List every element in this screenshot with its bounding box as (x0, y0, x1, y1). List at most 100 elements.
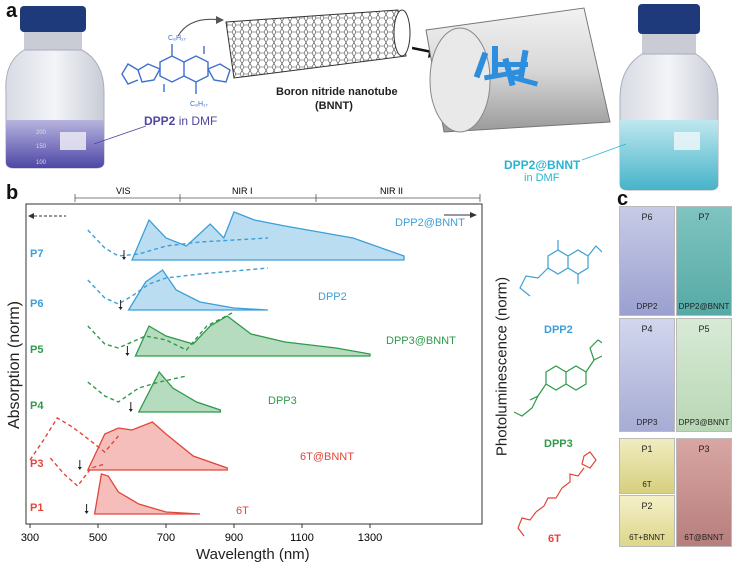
panel-a-letter: a (6, 0, 18, 22)
vial-bottom-label: DPP2 (636, 302, 658, 311)
pl-direction-arrow (444, 212, 477, 218)
vial-top-label: P6 (641, 212, 653, 222)
photoluminescence-curve (137, 370, 222, 413)
bnnt-tube-drawing (225, 9, 411, 79)
spectrum-label: DPP2@BNNT (395, 217, 465, 229)
region-vis: VIS (116, 186, 131, 196)
x-tick-label: 1300 (358, 532, 382, 544)
row-id-p6: P6 (30, 298, 44, 310)
molecule-6t-label: 6T (548, 533, 561, 545)
absorption-curve (49, 457, 105, 488)
plot-frame (25, 203, 483, 525)
x-tick-label: 900 (225, 532, 243, 544)
vial-bottom-label: 6T (642, 480, 652, 489)
absorption-curve (87, 375, 187, 403)
vial-p1: P1 6T (619, 438, 675, 494)
dpp2-bottle-image: 200 150 100 (5, 6, 105, 169)
row-id-p1: P1 (30, 502, 44, 514)
svg-text:100: 100 (36, 160, 47, 166)
row-id-p3: P3 (30, 458, 44, 470)
region-nir-2: NIR II (380, 186, 403, 196)
vial-bottom-label: 6T@BNNT (684, 533, 724, 542)
excitation-arrowhead (84, 511, 89, 514)
excitation-arrowhead (122, 257, 126, 260)
svg-text:C₈H₁₇: C₈H₁₇ (168, 35, 186, 42)
dpp2-label-leader-line (93, 125, 147, 145)
vial-p6: P6 DPP2 (619, 206, 675, 316)
spectrum-label: DPP3@BNNT (386, 335, 456, 347)
spectrum-p6: DPP2 (87, 267, 347, 311)
dpp2-bnnt-in-dmf-line2: in DMF (524, 172, 560, 184)
dpp2-molecule-drawing: C₈H₁₇ C₈H₁₇ (121, 16, 231, 108)
svg-text:150: 150 (36, 144, 47, 150)
photoluminescence-curve (127, 269, 269, 311)
spectrum-p5: DPP3@BNNT (87, 311, 456, 357)
row-id-p5: P5 (30, 344, 44, 356)
spectrum-label: 6T (236, 505, 249, 517)
dpp3-structure (513, 339, 602, 417)
excitation-arrowhead (125, 353, 130, 356)
dpp2-in-dmf-label: DPP2 in DMF (144, 114, 217, 128)
x-tick-label: 300 (21, 532, 39, 544)
vial-bottom-label: DPP3 (636, 418, 658, 427)
dpp2-bnnt-in-dmf-line1: DPP2@BNNT (504, 158, 581, 172)
dpp2-bnnt-bottle-image (619, 4, 719, 191)
bnnt-title: Boron nitride nanotube (276, 86, 398, 98)
photoluminescence-curve (93, 473, 201, 515)
absorption-curve (87, 311, 235, 351)
photoluminescence-curve (134, 315, 371, 357)
spectrum-label: 6T@BNNT (300, 451, 354, 463)
bnnt-abbrev: (BNNT) (315, 100, 353, 112)
row-id-p7: P7 (30, 248, 44, 260)
vial-top-label: P5 (698, 324, 710, 334)
molecule-column (513, 240, 602, 537)
6t-structure (517, 451, 597, 537)
molecule-dpp2-label: DPP2 (544, 324, 573, 336)
filled-bnnt-drawing (425, 7, 611, 133)
vial-p3: P3 6T@BNNT (676, 438, 732, 547)
panel-c-letter: c (617, 188, 629, 210)
spectrum-p3: 6T@BNNT (29, 417, 354, 471)
vial-top-label: P7 (698, 212, 710, 222)
vial-p2: P2 6T+BNNT (619, 495, 675, 547)
dpp2-label-rest: in DMF (175, 114, 218, 128)
vial-bottom-label: DPP2@BNNT (678, 302, 730, 311)
vial-p4: P4 DPP3 (619, 318, 675, 432)
vial-top-label: P1 (641, 444, 653, 454)
spectrum-label: DPP3 (268, 395, 297, 407)
photoluminescence-curve (131, 211, 405, 261)
vial-top-label: P3 (698, 444, 710, 454)
vial-top-label: P4 (641, 324, 653, 334)
absorption-direction-arrow (28, 213, 66, 219)
region-nir-1: NIR I (232, 186, 253, 196)
x-tick-label: 500 (89, 532, 107, 544)
vial-bottom-label: DPP3@BNNT (678, 418, 730, 427)
spectrum-p4: DPP3 (87, 370, 297, 413)
panel-b-letter: b (6, 182, 19, 204)
photoluminescence-curve (86, 421, 228, 471)
spectrum-p7: DPP2@BNNT (87, 211, 465, 261)
absorption-curve (29, 417, 119, 461)
vial-p7: P7 DPP2@BNNT (676, 206, 732, 316)
x-axis-label: Wavelength (nm) (196, 546, 310, 563)
excitation-arrowhead (118, 307, 123, 310)
vial-top-label: P2 (641, 501, 653, 511)
svg-text:200: 200 (36, 130, 47, 136)
x-tick-label: 1100 (290, 532, 314, 544)
dpp2-bnnt-leader-line (581, 143, 627, 161)
row-id-p4: P4 (30, 400, 44, 412)
vial-bottom-label: 6T+BNNT (629, 533, 665, 542)
spectrum-label: DPP2 (318, 291, 347, 303)
molecule-dpp3-label: DPP3 (544, 438, 573, 450)
vial-p5: P5 DPP3@BNNT (676, 318, 732, 432)
y-axis-label: Absorption (norm) (6, 300, 23, 430)
x-tick-label: 700 (157, 532, 175, 544)
dpp2-structure (519, 240, 602, 297)
excitation-arrowhead (128, 409, 133, 412)
excitation-arrowhead (77, 467, 82, 470)
spectrum-p1: 6T (49, 457, 249, 517)
dpp2-label-bold: DPP2 (144, 114, 176, 128)
svg-text:C₈H₁₇: C₈H₁₇ (190, 101, 208, 108)
region-bar (74, 194, 481, 202)
